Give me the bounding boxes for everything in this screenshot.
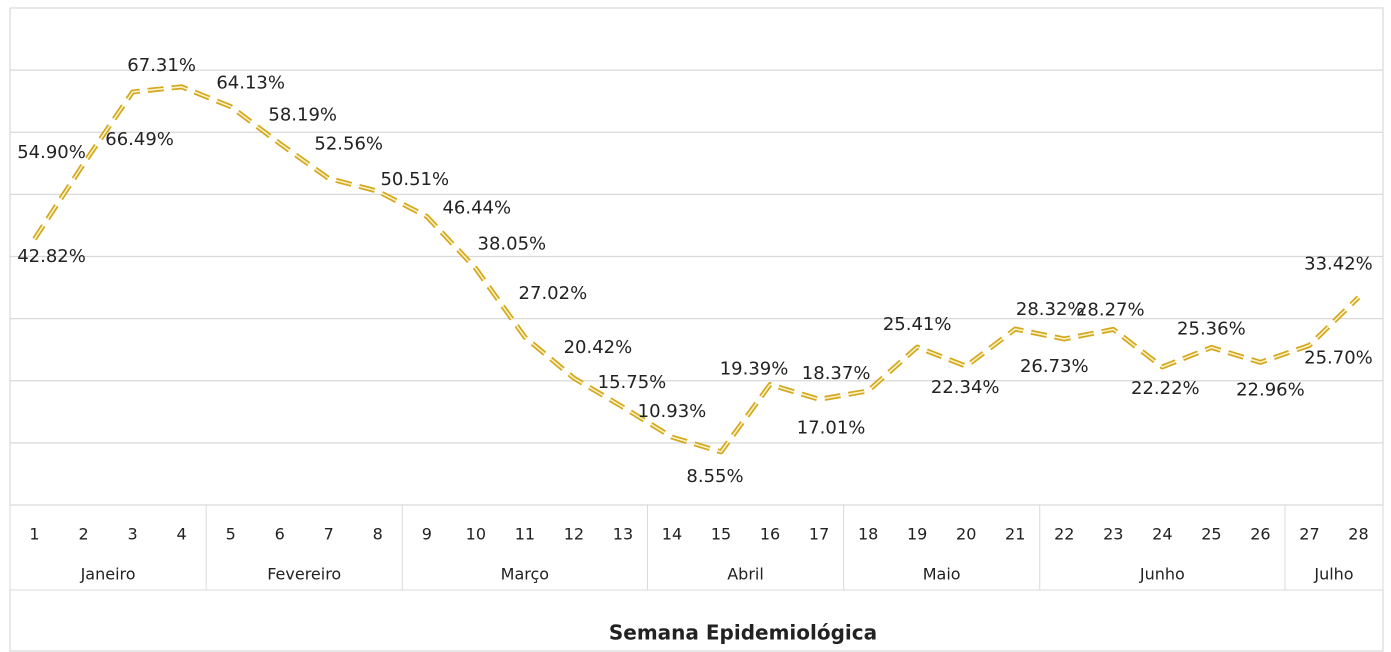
x-tick-label: 17 (809, 525, 829, 544)
data-label: 42.82% (17, 246, 86, 267)
group-label: Fevereiro (267, 565, 341, 584)
x-tick-label: 16 (760, 525, 780, 544)
x-tick-label: 12 (564, 525, 584, 544)
x-tick-label: 25 (1201, 525, 1221, 544)
x-tick-label: 5 (226, 525, 236, 544)
data-label: 20.42% (564, 337, 633, 358)
x-tick-label: 10 (466, 525, 486, 544)
data-label: 22.22% (1131, 378, 1200, 399)
data-label: 22.34% (931, 377, 1000, 398)
data-label: 25.36% (1177, 318, 1246, 339)
data-label: 17.01% (797, 417, 866, 438)
group-label: Maio (923, 565, 961, 584)
x-tick-label: 21 (1005, 525, 1025, 544)
x-tick-label: 2 (78, 525, 88, 544)
x-tick-label: 11 (515, 525, 535, 544)
x-tick-label: 19 (907, 525, 927, 544)
group-label: Janeiro (80, 565, 136, 584)
data-label: 8.55% (686, 466, 743, 487)
data-label: 10.93% (638, 401, 707, 422)
x-axis-title: Semana Epidemiológica (609, 621, 877, 645)
x-tick-label: 24 (1152, 525, 1172, 544)
data-label: 27.02% (519, 283, 588, 304)
data-label: 19.39% (720, 359, 789, 380)
x-tick-label: 15 (711, 525, 731, 544)
x-tick-label: 13 (613, 525, 633, 544)
data-label: 25.41% (883, 314, 952, 335)
data-label: 54.90% (17, 142, 86, 163)
data-label: 38.05% (478, 234, 547, 255)
data-label: 50.51% (380, 169, 449, 190)
x-tick-label: 6 (275, 525, 285, 544)
data-label: 46.44% (442, 197, 511, 218)
data-label: 25.70% (1304, 347, 1373, 368)
group-label: Março (501, 565, 549, 584)
x-tick-label: 9 (422, 525, 432, 544)
x-tick-label: 7 (324, 525, 334, 544)
data-label: 15.75% (598, 372, 667, 393)
data-label: 18.37% (802, 363, 871, 384)
data-label: 26.73% (1020, 356, 1089, 377)
x-tick-label: 26 (1250, 525, 1270, 544)
data-label: 52.56% (314, 133, 383, 154)
x-tick-label: 27 (1299, 525, 1319, 544)
data-label: 67.31% (127, 55, 196, 76)
x-tick-label: 4 (177, 525, 187, 544)
data-label: 66.49% (105, 129, 174, 150)
plot-border (9, 7, 1384, 652)
group-label: Abril (727, 565, 764, 584)
group-label: Junho (1139, 565, 1185, 584)
data-label: 58.19% (268, 104, 337, 125)
x-tick-label: 8 (373, 525, 383, 544)
data-label: 22.96% (1236, 379, 1305, 400)
data-label: 64.13% (216, 73, 285, 94)
x-tick-label: 28 (1348, 525, 1368, 544)
group-label: Julho (1313, 565, 1353, 584)
data-label: 28.27% (1076, 299, 1145, 320)
x-tick-label: 23 (1103, 525, 1123, 544)
x-tick-label: 3 (127, 525, 137, 544)
x-tick-label: 1 (29, 525, 39, 544)
data-label: 28.32% (1016, 299, 1085, 320)
data-label: 33.42% (1304, 253, 1373, 274)
x-tick-label: 22 (1054, 525, 1074, 544)
x-tick-label: 20 (956, 525, 976, 544)
series-line-inner (33, 86, 1360, 453)
x-tick-label: 18 (858, 525, 878, 544)
x-tick-label: 14 (662, 525, 682, 544)
